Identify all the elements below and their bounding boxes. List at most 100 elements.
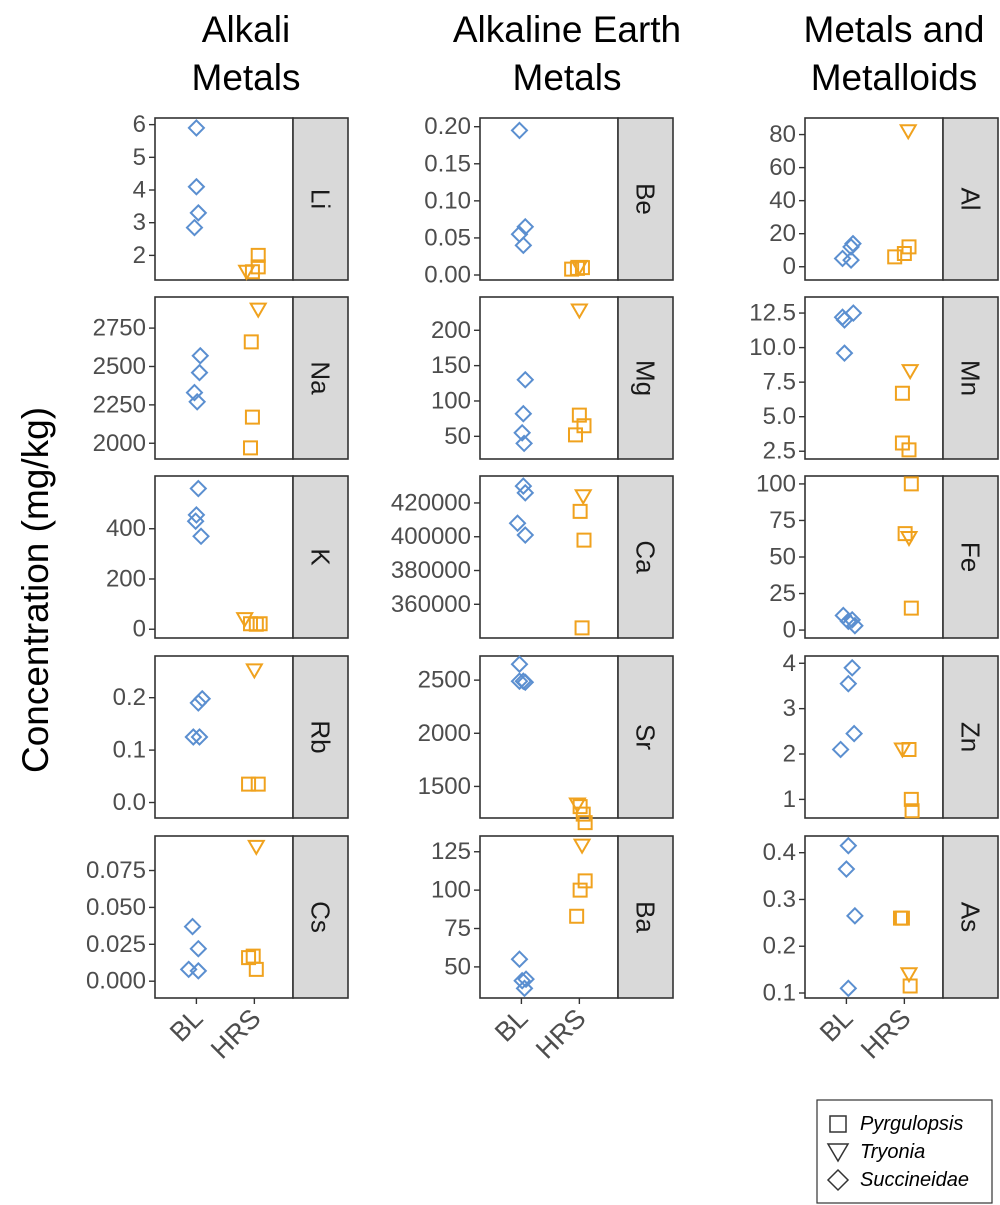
panel-Mg: Mg 50 100 150 200 [431, 296, 674, 460]
panel-Fe: Fe 0 25 50 75 100 [756, 470, 999, 644]
legend-triangle-icon [826, 1143, 850, 1163]
x-tick-label: HRS [530, 1003, 592, 1065]
y-tick-label: 2000 [418, 720, 471, 747]
facet-strip-label: Mn [956, 360, 986, 396]
point-diamond [844, 234, 862, 253]
facet-strip [617, 117, 674, 281]
point-diamond [845, 724, 864, 743]
y-tick-label: 50 [444, 953, 471, 980]
y-tick-label: 10.0 [749, 334, 796, 361]
point-square [250, 259, 266, 275]
point-diamond [189, 694, 208, 712]
column-title-line: Metals [192, 57, 301, 98]
y-tick-label: 2000 [93, 430, 146, 457]
point-square [250, 247, 266, 263]
y-tick-label: 0.20 [424, 113, 471, 140]
y-tick-label: 80 [769, 121, 796, 148]
y-tick-label: 150 [431, 352, 471, 379]
point-square [575, 806, 591, 822]
point-square [901, 442, 917, 458]
y-tick-label: 1 [783, 786, 796, 813]
point-diamond [835, 344, 854, 363]
y-tick-label: 420000 [391, 489, 471, 516]
facet-strip-label: Ca [631, 540, 661, 574]
y-tick-label: 40 [769, 187, 796, 214]
y-tick-label: 2250 [93, 391, 146, 418]
point-diamond [835, 311, 854, 329]
y-tick-label: 100 [431, 877, 471, 904]
column-title: Alkaline Earth Metals [453, 9, 681, 98]
y-tick-label: 6 [133, 111, 146, 138]
y-tick-label: 0 [133, 616, 146, 643]
facet-strip [292, 655, 349, 819]
y-tick-label: 2 [133, 242, 146, 269]
facet-strip [292, 117, 349, 281]
point-diamond [186, 512, 205, 531]
y-tick-label: 0.025 [86, 931, 146, 958]
point-diamond [837, 860, 856, 878]
x-tick-label: HRS [205, 1003, 267, 1065]
panel-frame [479, 475, 619, 639]
y-tick-label: 380000 [391, 557, 471, 584]
point-triangle [899, 967, 919, 984]
point-diamond [187, 118, 206, 137]
panel-frame [479, 296, 619, 460]
point-square [244, 409, 260, 425]
point-diamond [190, 728, 209, 746]
panel-Rb: Rb 0.0 0.1 0.2 [113, 655, 349, 819]
point-diamond [188, 392, 207, 411]
y-tick-label: 400 [106, 515, 146, 542]
facet-strip-label: Na [306, 361, 336, 395]
x-tick-label: BL [164, 1003, 209, 1048]
legend-label: Tryonia [860, 1141, 925, 1163]
point-square [904, 803, 920, 819]
point-diamond [843, 658, 862, 677]
point-square [572, 799, 588, 815]
panel-frame [804, 475, 944, 639]
facet-column-1: Alkali Metals Li 2 3 4 5 6 Na 2000 2250 2500 2750 K 0 2… [86, 9, 349, 1065]
panel-frame [479, 835, 619, 999]
point-diamond [510, 950, 529, 969]
y-tick-label: 4 [783, 650, 796, 677]
point-diamond [516, 673, 535, 692]
point-triangle [245, 663, 264, 680]
point-square [903, 476, 919, 492]
point-diamond [185, 383, 204, 402]
point-square [901, 239, 917, 255]
panel-Be: Be 0.00 0.05 0.10 0.15 0.20 [424, 113, 674, 289]
point-diamond [187, 177, 206, 196]
panel-frame [154, 655, 294, 819]
y-tick-label: 50 [444, 423, 471, 450]
panel-Sr: Sr 1500 2000 2500 [418, 655, 674, 831]
point-diamond [839, 674, 858, 693]
y-tick-label: 0.10 [424, 187, 471, 214]
point-diamond [516, 217, 535, 236]
panel-frame [479, 655, 619, 819]
panel-Zn: Zn 1 2 3 4 [783, 650, 999, 819]
point-diamond [189, 203, 208, 222]
point-diamond [842, 251, 860, 270]
point-diamond [189, 939, 208, 958]
facet-strip-label: Mg [631, 360, 661, 396]
y-tick-label: 25 [769, 580, 796, 607]
point-diamond [516, 483, 535, 502]
facet-strip [617, 835, 674, 999]
y-tick-label: 2 [783, 741, 796, 768]
y-tick-label: 5.0 [763, 403, 796, 430]
point-triangle [572, 838, 592, 855]
point-diamond [516, 526, 535, 544]
facet-grid: Alkali MetalsLi23456Na2000225025002750K02… [86, 9, 999, 1065]
panel-frame [804, 655, 944, 819]
facet-strip-label: K [306, 548, 336, 566]
y-tick-label: 0.1 [763, 980, 796, 1007]
facet-strip-label: Al [956, 187, 986, 210]
y-tick-label: 0.15 [424, 150, 471, 177]
facet-strip-label: Rb [306, 720, 336, 753]
point-square [252, 616, 268, 632]
panel-frame [154, 296, 294, 460]
facet-strip-label: Sr [631, 724, 661, 750]
panel-Na: Na 2000 2250 2500 2750 [93, 296, 349, 460]
